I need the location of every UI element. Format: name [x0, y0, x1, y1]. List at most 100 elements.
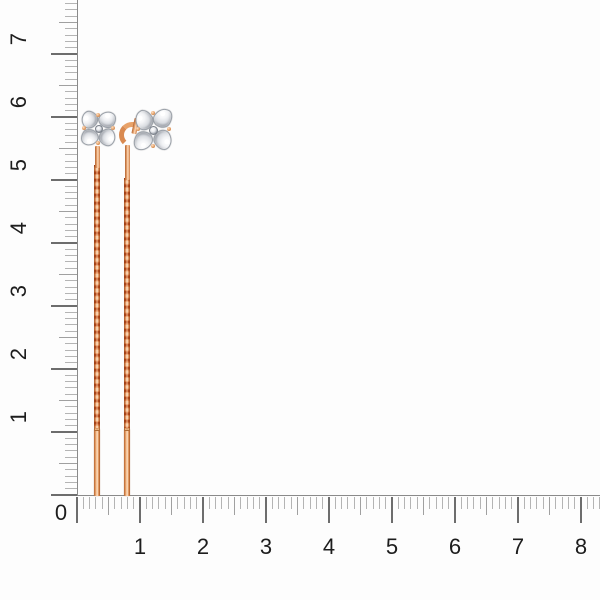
horizontal-minor-tick [492, 497, 494, 509]
horizontal-minor-tick [429, 497, 431, 509]
right-earring-hook-stem [124, 145, 130, 180]
horizontal-minor-tick [555, 497, 557, 509]
vertical-minor-tick [65, 15, 77, 17]
horizontal-minor-tick [385, 497, 387, 509]
vertical-minor-tick [65, 324, 77, 326]
horizontal-minor-tick [290, 497, 292, 509]
vertical-minor-tick [65, 129, 77, 131]
vertical-tick-group [46, 0, 77, 496]
horizontal-tick-group [76, 497, 600, 527]
horizontal-minor-tick [467, 497, 469, 509]
vertical-minor-tick [65, 59, 77, 61]
horizontal-minor-tick [101, 497, 103, 509]
vertical-minor-tick [65, 362, 77, 364]
vertical-minor-tick [65, 91, 77, 93]
horizontal-minor-tick [498, 497, 500, 509]
vertical-minor-tick [65, 280, 77, 282]
horizontal-minor-tick [586, 497, 588, 509]
horizontal-major-tick [517, 497, 519, 523]
horizontal-minor-tick [89, 497, 91, 509]
vertical-minor-tick [65, 488, 77, 490]
prong-left [136, 127, 140, 131]
horizontal-minor-tick [341, 497, 343, 509]
prong-bottom [151, 144, 155, 148]
vertical-major-tick [51, 305, 77, 307]
horizontal-minor-tick [404, 497, 406, 509]
horizontal-minor-tick [410, 497, 412, 509]
horizontal-minor-tick [183, 497, 185, 509]
horizontal-minor-tick [359, 497, 362, 515]
horizontal-major-tick [265, 497, 267, 523]
horizontal-minor-tick [315, 497, 317, 509]
horizontal-minor-tick [158, 497, 160, 509]
vertical-minor-tick [59, 84, 77, 87]
vertical-minor-tick [59, 462, 77, 465]
vertical-major-tick [51, 53, 77, 55]
vertical-minor-tick [65, 135, 77, 137]
horizontal-minor-tick [233, 497, 236, 515]
horizontal-minor-tick [164, 497, 166, 509]
vertical-minor-tick [65, 47, 77, 49]
horizontal-minor-tick [126, 497, 128, 509]
left-earring-stem [94, 146, 100, 168]
right-earring-chain [124, 178, 130, 428]
vertical-minor-tick [59, 336, 77, 339]
vertical-minor-tick [65, 40, 77, 42]
vertical-minor-tick [65, 217, 77, 219]
horizontal-major-tick [328, 497, 330, 523]
horizontal-minor-tick [107, 497, 110, 515]
horizontal-minor-tick [284, 497, 286, 509]
horizontal-minor-tick [259, 497, 261, 509]
horizontal-minor-tick [372, 497, 374, 509]
vertical-minor-tick [65, 248, 77, 250]
horizontal-ruler-label-8: 8 [574, 534, 588, 559]
vertical-minor-tick [65, 192, 77, 194]
vertical-major-tick [51, 242, 77, 244]
vertical-minor-tick [65, 450, 77, 452]
vertical-minor-tick [65, 393, 77, 395]
horizontal-major-tick [580, 497, 582, 523]
horizontal-minor-tick [246, 497, 248, 509]
vertical-minor-tick [65, 185, 77, 187]
horizontal-minor-tick [561, 497, 563, 509]
vertical-axis-line [77, 0, 79, 496]
vertical-minor-tick [65, 425, 77, 427]
horizontal-minor-tick [574, 497, 576, 509]
prong-left [82, 126, 86, 130]
horizontal-ruler-label-6: 6 [448, 534, 462, 559]
horizontal-minor-tick [120, 497, 122, 509]
horizontal-minor-tick [145, 497, 147, 509]
vertical-minor-tick [65, 66, 77, 68]
vertical-minor-tick [65, 3, 77, 5]
horizontal-minor-tick [473, 497, 475, 509]
horizontal-minor-tick [511, 497, 513, 509]
horizontal-minor-tick [114, 497, 116, 509]
horizontal-ruler-label-3: 3 [259, 534, 273, 559]
vertical-minor-tick [65, 286, 77, 288]
vertical-minor-tick [65, 412, 77, 414]
horizontal-minor-tick [435, 497, 437, 509]
diamond-center-stone [94, 125, 103, 133]
horizontal-minor-tick [542, 497, 544, 509]
horizontal-minor-tick [378, 497, 380, 509]
vertical-minor-tick [65, 444, 77, 446]
right-earring-diamond-cluster [130, 104, 176, 155]
vertical-minor-tick [65, 160, 77, 162]
horizontal-minor-tick [240, 497, 242, 509]
horizontal-ruler-label-2: 2 [196, 534, 210, 559]
vertical-minor-tick [65, 173, 77, 175]
horizontal-minor-tick [189, 497, 191, 509]
vertical-ruler-label-7: 7 [6, 33, 31, 46]
vertical-minor-tick [65, 418, 77, 420]
vertical-minor-tick [65, 381, 77, 383]
left-earring-end-bar [94, 429, 100, 496]
vertical-ruler-label-6: 6 [6, 96, 31, 109]
horizontal-minor-tick [536, 497, 538, 509]
vertical-ruler-label-5: 5 [6, 159, 31, 172]
vertical-minor-tick [65, 387, 77, 389]
vertical-major-tick [51, 431, 77, 433]
horizontal-minor-tick [479, 497, 481, 509]
vertical-minor-tick [65, 406, 77, 408]
right-earring-end-bar [124, 429, 130, 496]
vertical-minor-tick [59, 399, 77, 402]
